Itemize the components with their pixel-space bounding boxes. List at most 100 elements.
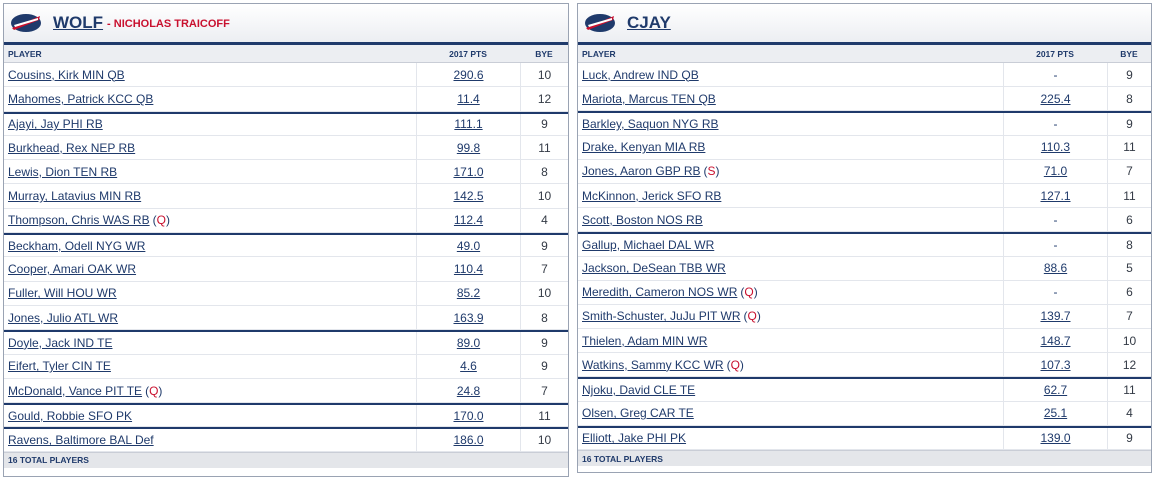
bye-cell: 4 [1107, 401, 1151, 425]
column-header-bye[interactable]: BYE [1120, 48, 1138, 59]
player-name-link[interactable]: Scott, Boston NOS RB [582, 212, 703, 227]
points-value[interactable]: 85.2 [456, 286, 481, 301]
points-value[interactable]: 89.0 [456, 335, 481, 350]
points-value[interactable]: 110.3 [1040, 140, 1071, 155]
player-name-link[interactable]: Beckham, Odell NYG WR [8, 238, 146, 253]
points-value[interactable]: 110.4 [453, 262, 484, 277]
injury-status-badge[interactable]: (S) [703, 164, 720, 179]
points-value[interactable]: 127.1 [1040, 188, 1071, 203]
player-name-link[interactable]: Gallup, Michael DAL WR [582, 237, 715, 252]
player-name-link[interactable]: Barkley, Saquon NYG RB [582, 116, 719, 131]
injury-status-badge[interactable]: (Q) [145, 383, 163, 398]
points-value[interactable]: 24.8 [456, 383, 481, 398]
injury-status-badge[interactable]: (Q) [740, 285, 758, 300]
player-name-link[interactable]: Luck, Andrew IND QB [582, 67, 699, 82]
player-cell: Eifert, Tyler CIN TE [4, 355, 416, 378]
player-cell: Njoku, David CLE TE [578, 379, 1003, 400]
player-name-link[interactable]: Murray, Latavius MIN RB [8, 189, 142, 204]
bye-value: 10 [537, 189, 552, 204]
points-value[interactable]: 88.6 [1043, 261, 1068, 276]
player-name-link[interactable]: Thielen, Adam MIN WR [582, 333, 708, 348]
player-name-link[interactable]: Jones, Aaron GBP RB [582, 164, 701, 179]
player-name-link[interactable]: Thompson, Chris WAS RB [8, 213, 150, 228]
player-row: Meredith, Cameron NOS WR (Q) - 6 [578, 280, 1151, 305]
player-name-link[interactable]: Drake, Kenyan MIA RB [582, 140, 706, 155]
player-name-link[interactable]: Mahomes, Patrick KCC QB [8, 91, 154, 106]
points-value[interactable]: 170.0 [453, 408, 484, 423]
points-value[interactable]: 186.0 [453, 433, 484, 448]
bye-cell: 9 [520, 235, 568, 257]
player-cell: Jackson, DeSean TBB WR [578, 257, 1003, 280]
player-name-link[interactable]: Ajayi, Jay PHI RB [8, 117, 103, 132]
points-value[interactable]: 107.3 [1040, 357, 1071, 372]
injury-status-badge[interactable]: (Q) [152, 213, 170, 228]
points-value[interactable]: 111.1 [454, 117, 483, 132]
player-name-link[interactable]: Gould, Robbie SFO PK [8, 408, 133, 423]
points-cell: 110.4 [416, 257, 520, 281]
points-value[interactable]: 49.0 [456, 238, 481, 253]
points-value[interactable]: 71.0 [1043, 164, 1068, 179]
player-name-link[interactable]: Njoku, David CLE TE [582, 383, 696, 398]
points-value[interactable]: 4.6 [460, 359, 477, 374]
bye-cell: 9 [1107, 427, 1151, 449]
bye-value: 10 [1122, 333, 1137, 348]
player-name-link[interactable]: Watkins, Sammy KCC WR [582, 357, 724, 372]
player-name-link[interactable]: Burkhead, Rex NEP RB [8, 140, 136, 155]
player-name-link[interactable]: McDonald, Vance PIT TE [8, 383, 143, 398]
player-name-link[interactable]: Elliott, Jake PHI PK [582, 431, 687, 446]
player-name-link[interactable]: Doyle, Jack IND TE [8, 335, 113, 350]
injury-status-badge[interactable]: (Q) [743, 309, 761, 324]
points-cell: 139.7 [1003, 304, 1107, 329]
bye-cell: 10 [520, 429, 568, 451]
player-name-link[interactable]: Jackson, DeSean TBB WR [582, 261, 726, 276]
injury-status-badge[interactable]: (Q) [726, 357, 744, 372]
points-value[interactable]: 148.7 [1040, 333, 1071, 348]
points-cell: - [1003, 280, 1107, 304]
player-row: Beckham, Odell NYG WR 49.0 9 [4, 233, 568, 258]
player-cell: Smith-Schuster, JuJu PIT WR (Q) [578, 305, 1003, 328]
player-cell: Watkins, Sammy KCC WR (Q) [578, 353, 1003, 376]
points-value[interactable]: 163.9 [453, 310, 484, 325]
points-cell: 148.7 [1003, 329, 1107, 353]
points-value[interactable]: 290.6 [453, 67, 484, 82]
total-players-footer: 16 TOTAL PLAYERS [578, 450, 1151, 466]
points-value: - [1053, 237, 1058, 252]
player-cell: Cousins, Kirk MIN QB [4, 63, 416, 86]
bye-value: 9 [541, 238, 548, 253]
player-cell: Gallup, Michael DAL WR [578, 234, 1003, 255]
points-value[interactable]: 139.7 [1040, 309, 1071, 324]
points-value[interactable]: 25.1 [1043, 406, 1068, 421]
team-name-link[interactable]: CJAY [627, 13, 671, 32]
points-value[interactable]: 99.8 [456, 140, 481, 155]
points-value[interactable]: 225.4 [1040, 91, 1071, 106]
points-value[interactable]: 171.0 [453, 164, 484, 179]
points-cell: 107.3 [1003, 353, 1107, 377]
column-header-pts[interactable]: 2017 PTS [449, 48, 487, 59]
player-name-link[interactable]: Eifert, Tyler CIN TE [8, 359, 111, 374]
points-value[interactable]: 112.4 [453, 213, 484, 228]
player-name-link[interactable]: Cousins, Kirk MIN QB [8, 67, 125, 82]
player-name-link[interactable]: Fuller, Will HOU WR [8, 286, 117, 301]
points-value[interactable]: 11.4 [457, 91, 480, 106]
player-name-link[interactable]: McKinnon, Jerick SFO RB [582, 188, 722, 203]
bye-cell: 11 [1107, 135, 1151, 159]
player-name-link[interactable]: Cooper, Amari OAK WR [8, 262, 137, 277]
player-name-link[interactable]: Lewis, Dion TEN RB [8, 164, 118, 179]
player-cell: Lewis, Dion TEN RB [4, 160, 416, 183]
player-cell: Olsen, Greg CAR TE [578, 402, 1003, 425]
points-value[interactable]: 142.5 [453, 189, 484, 204]
points-value[interactable]: 62.7 [1043, 383, 1068, 398]
column-header-pts[interactable]: 2017 PTS [1036, 48, 1074, 59]
team-name-link[interactable]: WOLF [53, 13, 104, 32]
player-name-link[interactable]: Mariota, Marcus TEN QB [582, 91, 716, 106]
bye-cell: 5 [1107, 256, 1151, 280]
player-name-link[interactable]: Meredith, Cameron NOS WR [582, 285, 738, 300]
player-name-link[interactable]: Ravens, Baltimore BAL Def [8, 433, 154, 448]
points-cell: 127.1 [1003, 183, 1107, 208]
points-value[interactable]: 139.0 [1040, 431, 1071, 446]
player-row: Drake, Kenyan MIA RB 110.3 11 [578, 135, 1151, 160]
player-name-link[interactable]: Smith-Schuster, JuJu PIT WR [582, 309, 741, 324]
player-name-link[interactable]: Olsen, Greg CAR TE [582, 406, 694, 421]
player-name-link[interactable]: Jones, Julio ATL WR [8, 310, 119, 325]
column-header-bye[interactable]: BYE [535, 48, 553, 59]
